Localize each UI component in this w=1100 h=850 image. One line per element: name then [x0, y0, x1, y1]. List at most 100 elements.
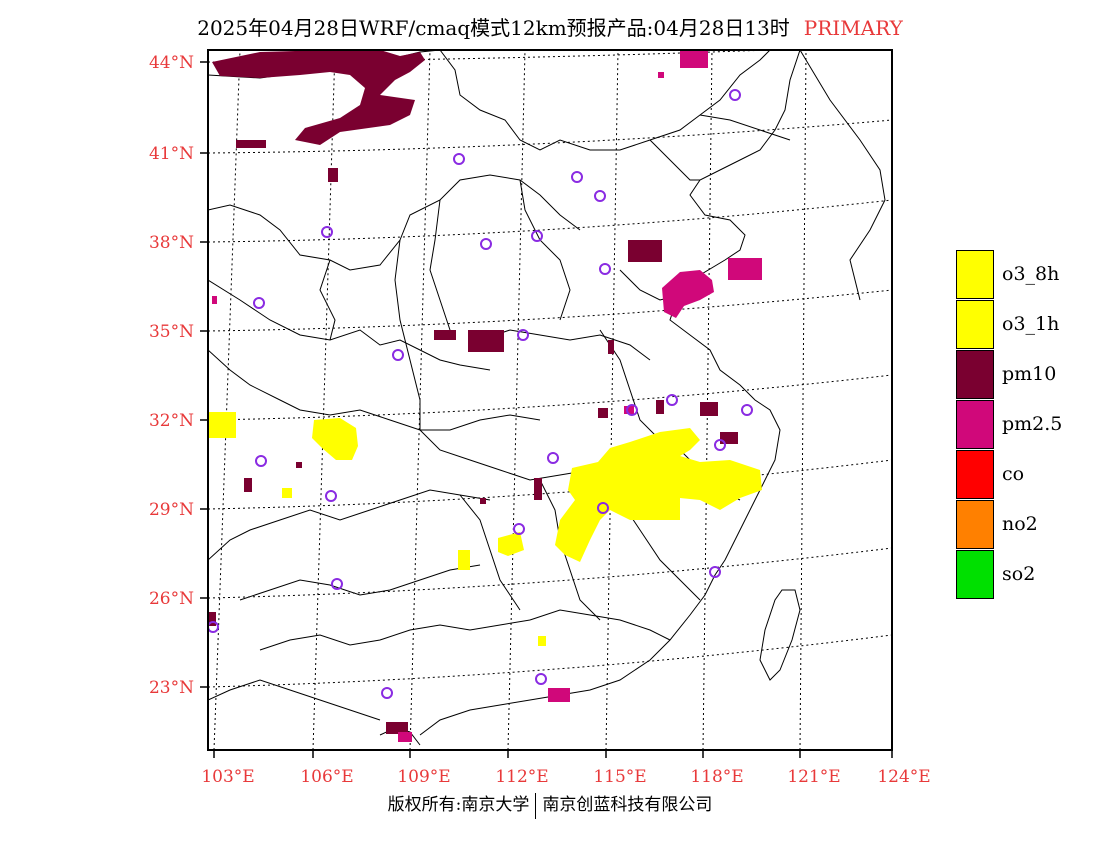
pm10-speck	[656, 400, 664, 414]
legend-item-co: co	[956, 449, 1062, 499]
lon-label-115: 115°E	[593, 767, 646, 787]
copyright: 版权所有:南京大学 南京创蓝科技有限公司	[0, 790, 1100, 819]
station-marker	[480, 238, 492, 250]
copyright-right: 南京创蓝科技有限公司	[542, 795, 713, 815]
meridian-106	[312, 50, 336, 750]
pm10-speck	[244, 478, 252, 492]
station-marker	[666, 394, 678, 406]
parallel-32	[208, 374, 892, 421]
pm10-speck	[434, 330, 456, 340]
shanxi-border	[429, 199, 451, 331]
legend-swatch	[956, 549, 994, 599]
station-marker	[453, 153, 465, 165]
lon-label-106: 106°E	[300, 767, 353, 787]
station-marker	[325, 490, 337, 502]
legend-swatch	[956, 349, 994, 399]
parallel-35	[208, 289, 892, 332]
station-marker	[513, 523, 525, 535]
o3-patch	[458, 550, 470, 570]
o3-patch-hunan	[498, 532, 524, 556]
map-title-tag: PRIMARY	[803, 16, 903, 40]
pm25-speck	[624, 406, 634, 414]
lat-label-29: 29°N	[149, 500, 194, 520]
station-marker	[321, 226, 333, 238]
map-title-main: 2025年04月28日WRF/cmaq模式12km预报产品:04月28日13时	[197, 16, 790, 40]
hubei-border	[419, 429, 591, 481]
legend-label: o3_1h	[1002, 313, 1060, 335]
station-marker	[741, 404, 753, 416]
pm25-patch	[680, 50, 708, 68]
meridian-124	[896, 50, 900, 750]
lon-label-112: 112°E	[495, 767, 548, 787]
liaoning-border	[649, 139, 700, 181]
gansu-border	[319, 259, 336, 341]
legend-label: pm2.5	[1002, 413, 1063, 435]
station-marker	[392, 349, 404, 361]
map-frame	[207, 49, 893, 751]
jilin-border	[699, 114, 791, 141]
lat-label-44: 44°N	[149, 53, 194, 73]
pm10-speck	[700, 402, 718, 416]
pm10-speck	[208, 612, 216, 626]
lat-label-23: 23°N	[149, 678, 194, 698]
graticule	[208, 50, 900, 750]
guangdong-border	[529, 609, 671, 641]
lon-label-109: 109°E	[397, 767, 450, 787]
parallel-29	[208, 459, 892, 510]
lon-label-103: 103°E	[201, 767, 254, 787]
legend-item-o3-8h: o3_8h	[956, 249, 1062, 299]
lat-label-35: 35°N	[149, 322, 194, 342]
copyright-left: 版权所有:南京大学	[387, 795, 530, 815]
pm10-speck	[480, 498, 486, 504]
station-marker	[626, 404, 638, 416]
pm25-speck	[658, 72, 664, 78]
pm10-speck	[236, 140, 266, 148]
legend-item-pm10: pm10	[956, 349, 1062, 399]
o3-patch-sichuan	[312, 418, 358, 460]
station-marker	[594, 190, 606, 202]
station-marker	[547, 452, 559, 464]
legend-swatch	[956, 399, 994, 449]
legend-item-so2: so2	[956, 549, 1062, 599]
lat-label-32: 32°N	[149, 411, 194, 431]
legend-label: so2	[1002, 563, 1036, 585]
legend-swatch	[956, 499, 994, 549]
pm10-speck	[296, 462, 302, 468]
guangxi-border	[259, 619, 531, 651]
shaanxi-border	[394, 239, 421, 430]
meridian-103	[213, 50, 241, 750]
lon-label-124: 124°E	[877, 767, 930, 787]
hebei-border	[519, 179, 571, 321]
station-marker	[709, 566, 721, 578]
station-marker	[535, 673, 547, 685]
pm25-patch-shandong	[662, 270, 714, 318]
pm10-speck	[608, 340, 614, 354]
meridian-115	[605, 50, 619, 750]
pm25-patch	[728, 258, 762, 280]
guizhou-border	[239, 564, 481, 601]
o3-patch	[208, 412, 236, 438]
legend-item-no2: no2	[956, 499, 1062, 549]
lat-label-41: 41°N	[149, 144, 194, 164]
yunnan-border	[208, 489, 491, 561]
lat-label-26: 26°N	[149, 589, 194, 609]
copyright-divider	[535, 792, 537, 819]
meridian-121	[799, 50, 807, 750]
station-marker	[531, 230, 543, 242]
coastline-north	[419, 50, 801, 736]
lon-labels: 103°E 106°E 109°E 112°E 115°E 118°E 121°…	[201, 767, 930, 787]
pm10-speck	[720, 432, 738, 444]
pm25-speck	[212, 296, 217, 304]
station-marker	[517, 329, 529, 341]
henan-border	[479, 329, 651, 361]
legend-swatch	[956, 299, 994, 349]
station-marker	[599, 263, 611, 275]
yunnan-south	[208, 679, 381, 721]
pm25-speck	[548, 688, 570, 702]
sichuan-north	[208, 349, 541, 431]
pm10-speck	[598, 408, 608, 418]
lat-labels: 44°N 41°N 38°N 35°N 32°N 29°N 26°N 23°N	[149, 53, 194, 698]
parallel-23	[208, 634, 892, 688]
tick-marks	[200, 61, 893, 758]
station-marker	[714, 439, 726, 451]
